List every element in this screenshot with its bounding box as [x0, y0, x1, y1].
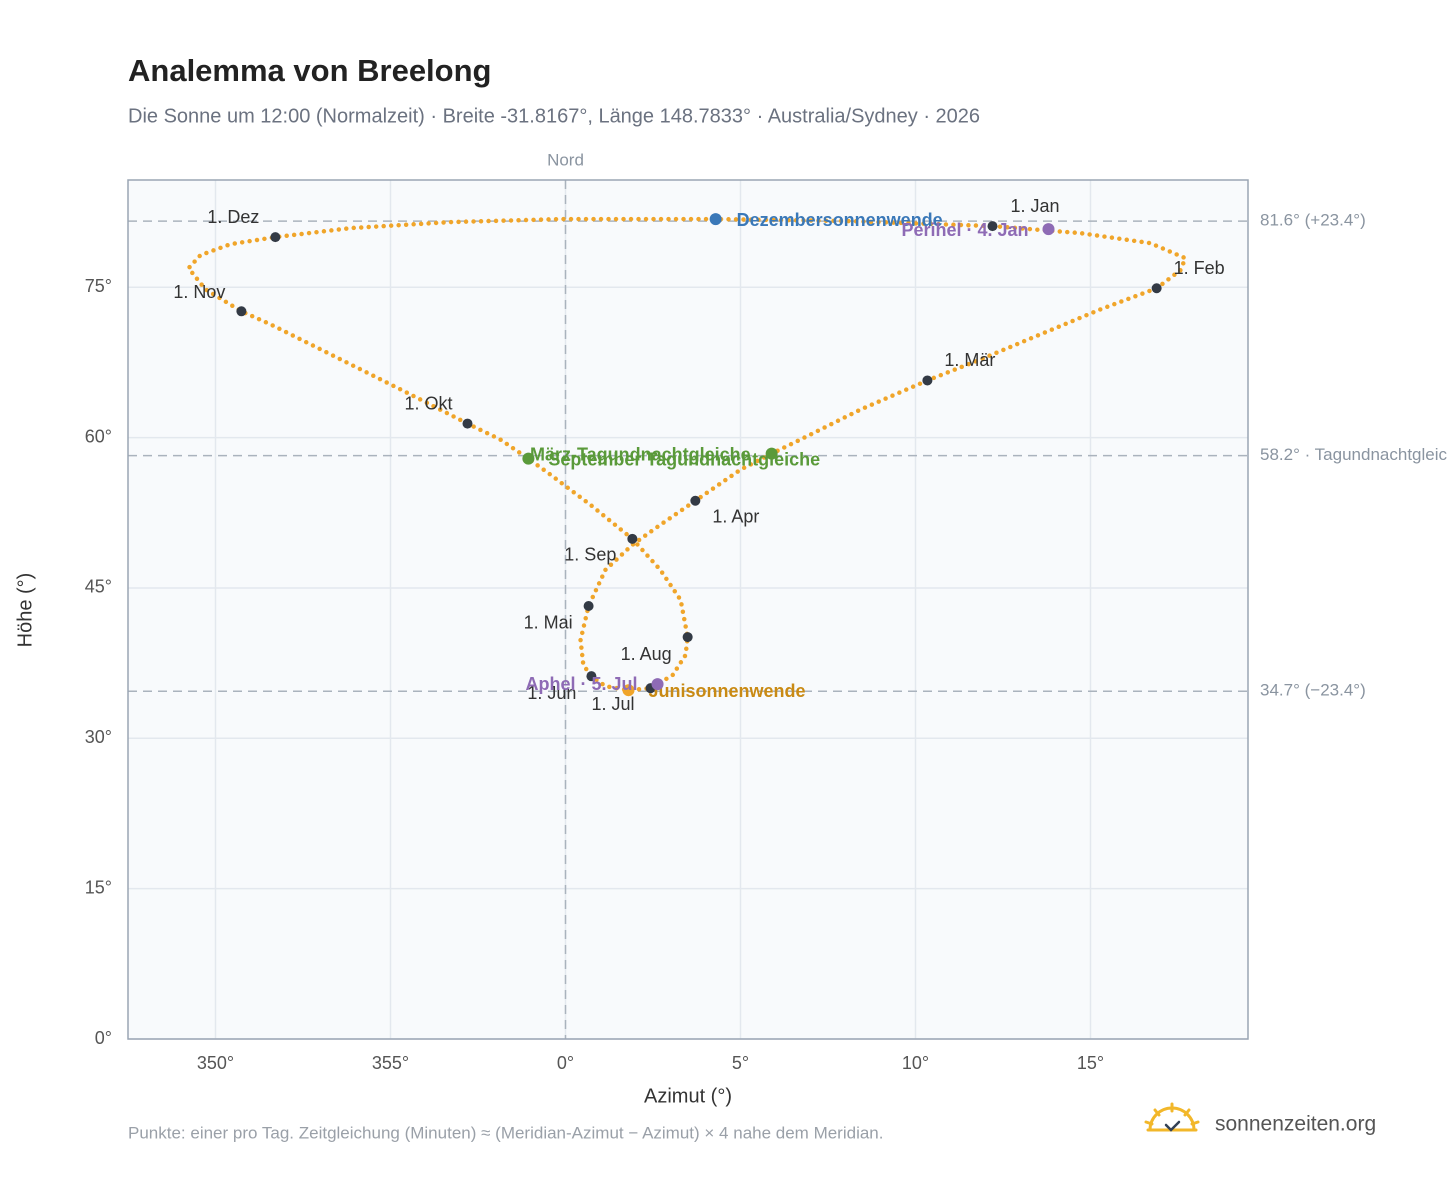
- month-marker: [583, 600, 594, 611]
- month-marker: [586, 671, 597, 682]
- reference-label: 34.7° (−23.4°): [1260, 681, 1366, 700]
- event-label: Dezembersonnenwende: [737, 210, 943, 230]
- event-marker: [709, 213, 722, 226]
- y-tick-label: 0°: [95, 1028, 112, 1048]
- y-tick-label: 15°: [85, 877, 112, 897]
- event-label: Junisonnenwende: [649, 681, 806, 701]
- y-tick-label: 45°: [85, 577, 112, 597]
- meridian-label: Nord: [547, 150, 584, 169]
- chart-subtitle: Die Sonne um 12:00 (Normalzeit) · Breite…: [128, 105, 980, 127]
- month-label: 1. Apr: [712, 506, 759, 526]
- reference-label: 58.2° · Tagundnachtgleiche: [1260, 445, 1448, 464]
- month-marker: [462, 418, 473, 429]
- month-label: 1. Feb: [1174, 258, 1225, 278]
- logo-icon: [1144, 1102, 1200, 1132]
- plot-frame: [127, 179, 1249, 1040]
- month-label: 1. Sep: [564, 545, 616, 565]
- month-label: 1. Jul: [592, 694, 635, 714]
- x-tick-label: 10°: [902, 1053, 929, 1073]
- month-marker: [690, 495, 701, 506]
- month-label: 1. Jan: [1011, 196, 1060, 216]
- month-marker: [922, 375, 933, 386]
- x-tick-label: 15°: [1077, 1053, 1104, 1073]
- event-marker: [765, 447, 778, 460]
- month-label: 1. Okt: [404, 393, 452, 413]
- event-marker: [522, 452, 535, 465]
- y-tick-label: 30°: [85, 727, 112, 747]
- x-tick-label: 350°: [197, 1053, 234, 1073]
- x-tick-label: 5°: [732, 1053, 749, 1073]
- event-label: März-Tagundnachtgleiche: [530, 444, 751, 464]
- x-tick-label: 0°: [557, 1053, 574, 1073]
- footnote: Punkte: einer pro Tag. Zeitgleichung (Mi…: [128, 1123, 884, 1142]
- analemma-curve: [185, 216, 1189, 693]
- month-marker: [1151, 283, 1162, 294]
- month-label: 1. Nov: [173, 282, 225, 302]
- event-label: September Tagundnachtgleiche: [548, 449, 820, 469]
- month-marker: [682, 632, 693, 643]
- month-marker: [270, 232, 281, 243]
- event-marker: [1042, 223, 1055, 236]
- month-label: 1. Mär: [944, 350, 995, 370]
- y-tick-label: 75°: [85, 276, 112, 296]
- event-label: Perihel · 4. Jan: [901, 220, 1028, 240]
- x-axis-label: Azimut (°): [644, 1085, 732, 1107]
- event-marker: [622, 684, 635, 697]
- chart-title: Analemma von Breelong: [128, 53, 491, 88]
- plot-layer: 1. Jan 1. Feb 1. Mär 1. Apr 1. Mai 1. Jun 1. J…: [128, 180, 1248, 1040]
- event-label: Aphel · 5. Jul: [526, 674, 638, 694]
- month-label: 1. Jun: [527, 683, 576, 703]
- month-label: 1. Aug: [621, 644, 672, 664]
- month-marker: [627, 533, 638, 544]
- month-label: 1. Dez: [207, 207, 259, 227]
- month-label: 1. Mai: [524, 613, 573, 633]
- brand: sonnenzeiten.org: [1215, 1113, 1376, 1136]
- event-marker: [651, 678, 664, 691]
- reference-label: 81.6° (+23.4°): [1260, 211, 1366, 230]
- y-axis-label: Höhe (°): [14, 573, 36, 648]
- month-marker: [987, 221, 998, 232]
- plot-area: [128, 180, 1248, 1039]
- y-tick-label: 60°: [85, 426, 112, 446]
- x-tick-label: 355°: [372, 1053, 409, 1073]
- month-marker: [236, 306, 247, 317]
